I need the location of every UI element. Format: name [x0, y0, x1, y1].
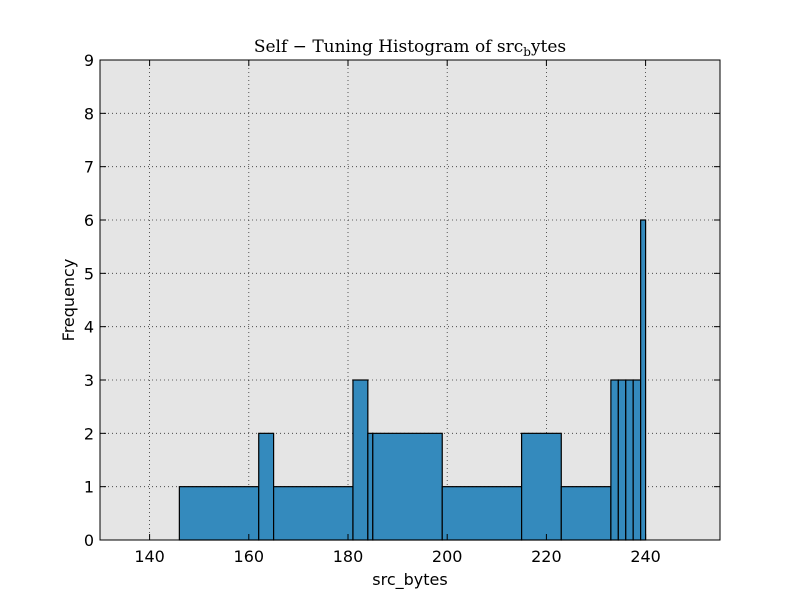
plot-frame [99, 59, 721, 541]
chart-title: Self − Tuning Histogram of srcbytes [254, 37, 566, 59]
x-axis-label: src_bytes [372, 570, 447, 590]
x-tick-label: 140 [134, 547, 165, 566]
histogram-bar [610, 379, 619, 541]
y-tick-label: 1 [84, 478, 94, 497]
histogram-bar [352, 379, 369, 541]
y-tick-label: 3 [84, 371, 94, 390]
histogram-bar [617, 379, 627, 541]
histogram-bar [178, 486, 260, 541]
histogram-bars [178, 219, 647, 541]
histogram-bar [625, 379, 634, 541]
y-tick-label: 6 [84, 211, 94, 230]
x-tick-label: 160 [234, 547, 265, 566]
y-axis-ticks: 0 1 2 3 4 5 6 7 8 9 [84, 51, 720, 550]
histogram-bar [273, 486, 354, 541]
y-tick-label: 7 [84, 158, 94, 177]
histogram-bar [632, 379, 642, 541]
x-tick-label: 180 [333, 547, 364, 566]
x-tick-label: 240 [630, 547, 661, 566]
y-axis-label: Frequency [59, 259, 78, 342]
x-tick-label: 200 [432, 547, 463, 566]
histogram-bar [441, 486, 523, 541]
histogram-bar [520, 432, 562, 541]
y-tick-label: 9 [84, 51, 94, 70]
y-tick-label: 4 [84, 318, 94, 337]
x-tick-label: 220 [531, 547, 562, 566]
y-tick-label: 2 [84, 424, 94, 443]
x-axis-ticks: 140 160 180 200 220 240 [134, 60, 661, 566]
histogram-bar [258, 432, 275, 541]
histogram-bar [372, 432, 443, 541]
histogram-bar [367, 432, 374, 541]
y-tick-label: 8 [84, 104, 94, 123]
histogram-bar [640, 219, 647, 541]
histogram-bar [560, 486, 612, 541]
y-tick-label: 5 [84, 264, 94, 283]
y-tick-label: 0 [84, 531, 94, 550]
